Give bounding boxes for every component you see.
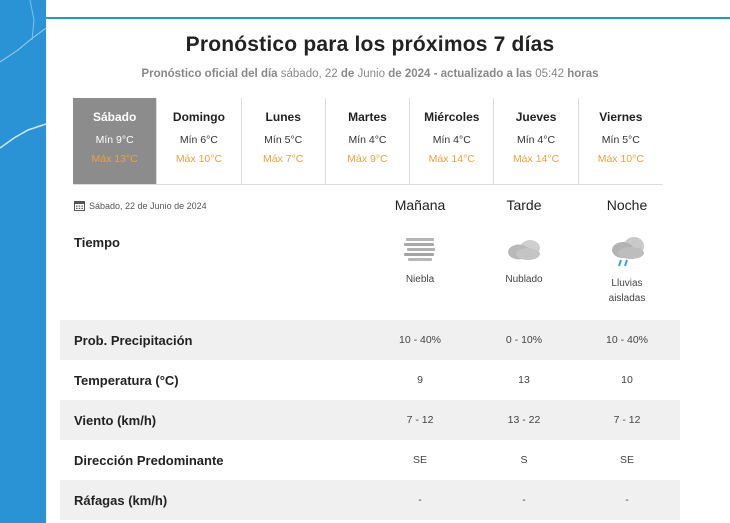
row-value-morning: 9 (417, 374, 423, 386)
tab-min-temp: Mín 4°C (348, 134, 387, 146)
tab-min-temp: Mín 4°C (517, 134, 556, 146)
column-header-night: Noche (606, 197, 648, 213)
tab-jueves[interactable]: Jueves Mín 4°C Máx 14°C (494, 98, 579, 184)
calendar-icon (74, 201, 85, 211)
column-header-afternoon: Tarde (506, 197, 542, 213)
page-title: Pronóstico para los próximos 7 días (185, 33, 555, 56)
selected-date: Sábado, 22 de Junio de 2024 (74, 200, 207, 211)
tab-max-temp: Máx 13°C (91, 153, 138, 165)
tab-day-name: Sábado (92, 110, 137, 124)
map-strip[interactable] (0, 0, 46, 523)
tab-min-temp: Mín 5°C (601, 134, 640, 146)
row-value-night: - (625, 494, 629, 506)
tab-viernes[interactable]: Viernes Mín 5°C Máx 10°C (579, 98, 663, 184)
tab-domingo[interactable]: Domingo Mín 6°C Máx 10°C (157, 98, 242, 184)
fog-icon (404, 238, 435, 261)
row-value-afternoon: - (522, 494, 526, 506)
condition-afternoon: Nublado (484, 235, 564, 287)
condition-night: Lluvias aisladas (587, 235, 667, 306)
row-value-morning: 10 - 40% (398, 334, 442, 346)
tab-day-name: Miércoles (424, 110, 480, 124)
row-viento: Viento (km/h) 7 - 12 13 - 22 7 - 12 (60, 400, 680, 440)
tab-miercoles[interactable]: Miércoles Mín 4°C Máx 14°C (410, 98, 495, 184)
tab-max-temp: Máx 7°C (263, 153, 304, 165)
tab-day-name: Martes (348, 110, 387, 124)
tab-max-temp: Máx 9°C (347, 153, 388, 165)
tab-day-name: Lunes (265, 110, 301, 124)
tab-min-temp: Mín 5°C (264, 134, 303, 146)
row-direccion: Dirección Predominante SE S SE (60, 440, 680, 480)
row-label: Prob. Precipitación (74, 332, 193, 348)
row-value-afternoon: 13 - 22 (507, 414, 541, 426)
row-label: Dirección Predominante (74, 452, 224, 468)
cloud-icon (508, 240, 540, 260)
row-value-night: 7 - 12 (613, 414, 641, 426)
tab-day-name: Domingo (172, 110, 225, 124)
map-border-lines (0, 0, 46, 149)
condition-label: Lluvias aisladas (608, 278, 646, 304)
row-value-night: 10 (621, 374, 633, 386)
row-value-morning: - (418, 494, 422, 506)
row-value-afternoon: S (520, 454, 528, 466)
condition-label: Nublado (505, 274, 543, 285)
row-prob-precipitacion: Prob. Precipitación 10 - 40% 0 - 10% 10 … (60, 320, 680, 360)
forecast-panel: Pronóstico para los próximos 7 días Pron… (60, 19, 680, 523)
tab-min-temp: Mín 4°C (432, 134, 471, 146)
row-label: Viento (km/h) (74, 412, 157, 428)
day-tabs: Sábado Mín 9°C Máx 13°C Domingo Mín 6°C … (73, 98, 663, 185)
tiempo-label: Tiempo (74, 235, 120, 250)
row-label: Temperatura (°C) (74, 372, 179, 388)
row-label: Ráfagas (km/h) (74, 492, 168, 508)
tab-max-temp: Máx 14°C (512, 153, 560, 165)
tab-day-name: Viernes (599, 110, 643, 124)
row-value-afternoon: 0 - 10% (505, 334, 543, 346)
header-accent-line (46, 17, 730, 19)
tab-max-temp: Máx 10°C (597, 153, 644, 165)
tab-max-temp: Máx 10°C (175, 153, 223, 165)
condition-label: Niebla (405, 274, 435, 285)
column-header-morning: Mañana (394, 197, 446, 213)
page-subtitle: Pronóstico oficial del día sábado, 22 de… (141, 68, 599, 80)
selected-date-text: Sábado, 22 de Junio de 2024 (89, 200, 207, 211)
tab-max-temp: Máx 14°C (428, 153, 475, 165)
row-value-afternoon: 13 (518, 374, 530, 386)
tab-min-temp: Mín 9°C (95, 134, 134, 146)
row-temperatura: Temperatura (°C) 9 13 10 (60, 360, 680, 400)
row-value-morning: SE (412, 454, 427, 466)
tab-day-name: Jueves (515, 110, 557, 124)
row-value-night: SE (619, 454, 634, 466)
row-rafagas: Ráfagas (km/h) - - - (60, 480, 680, 520)
tab-lunes[interactable]: Lunes Mín 5°C Máx 7°C (242, 98, 326, 184)
tab-sabado[interactable]: Sábado Mín 9°C Máx 13°C (73, 98, 158, 184)
row-value-night: 10 - 40% (605, 334, 649, 346)
condition-morning: Niebla (380, 235, 460, 287)
tab-min-temp: Mín 6°C (179, 134, 218, 146)
tab-martes[interactable]: Martes Mín 4°C Máx 9°C (326, 98, 411, 184)
rain-cloud-icon (612, 237, 644, 267)
row-value-morning: 7 - 12 (406, 414, 434, 426)
